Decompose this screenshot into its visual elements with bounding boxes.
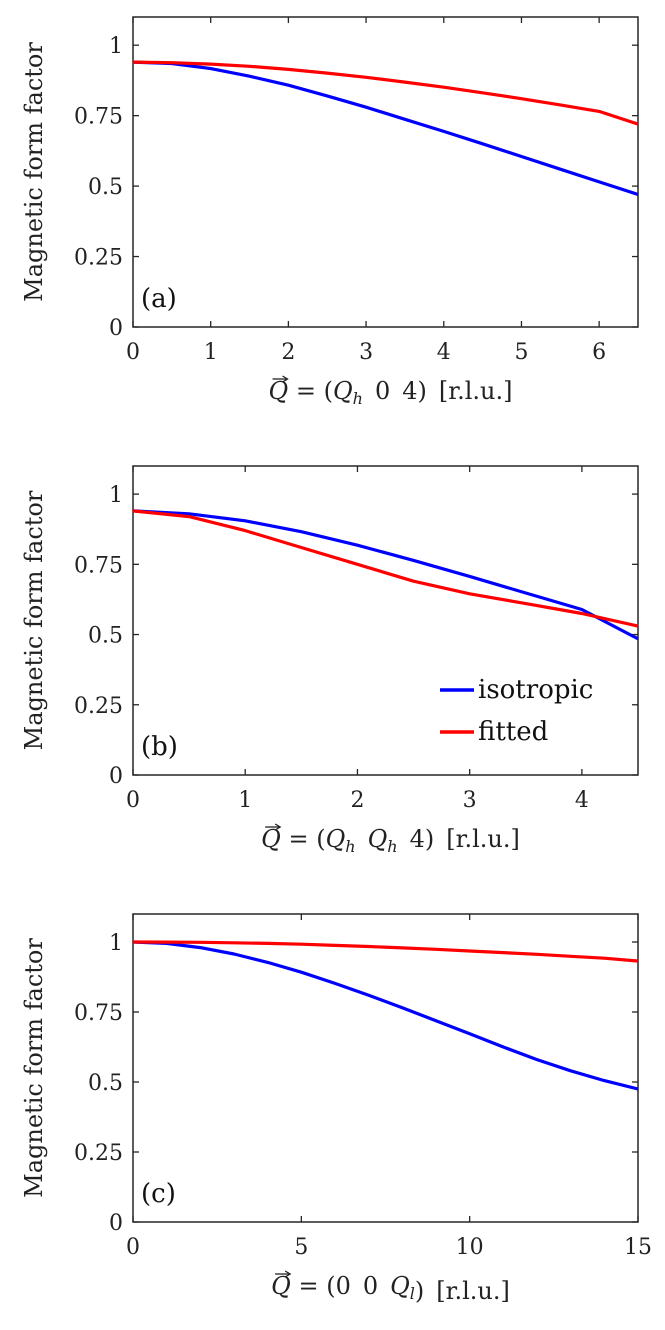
y-tick-label: 0 (109, 1211, 123, 1236)
panel-label: (b) (141, 732, 178, 762)
y-axis-label: Magnetic form factor (20, 490, 48, 750)
x-tick-label: 4 (437, 340, 451, 365)
x-tick-label: 6 (592, 340, 606, 365)
x-tick-label: 2 (350, 788, 364, 813)
y-tick-label: 0.25 (74, 246, 123, 271)
y-tick-label: 0.75 (74, 553, 123, 578)
x-tick-label: 0 (126, 1235, 140, 1260)
panel-label: (a) (141, 284, 177, 314)
x-axis-label: Q = (0 0 Ql) [r.l.u.] (271, 1272, 510, 1305)
y-tick-label: 0.5 (88, 175, 123, 200)
y-tick-label: 1 (109, 34, 123, 59)
series-line-isotropic (132, 60, 639, 197)
y-tick-label: 0.25 (74, 1141, 123, 1166)
x-tick-label: 0 (126, 788, 140, 813)
x-axis-label: Q = (Qh Qh 4) [r.l.u.] (261, 825, 520, 856)
x-tick-label: 2 (281, 340, 295, 365)
panel-b: 0 0.25 0.5 0.75 1 0 1 2 3 4 (b) Magnetic form facto… (20, 465, 639, 856)
x-tick-label: 4 (575, 788, 589, 813)
x-tick-label: 15 (624, 1235, 652, 1260)
plot-frame (132, 465, 639, 776)
vector-arrowhead-icon (284, 1270, 292, 1278)
x-tick-label: 10 (456, 1235, 484, 1260)
x-tick-label: 1 (238, 788, 252, 813)
y-axis-label: Magnetic form factor (20, 42, 48, 302)
series-line-fitted (132, 60, 639, 126)
x-tick-label: 5 (514, 340, 528, 365)
series-line-isotropic (132, 940, 639, 1091)
y-axis-label: Magnetic form factor (20, 938, 48, 1198)
y-tick-label: 0.25 (74, 694, 123, 719)
x-tick-label: 3 (359, 340, 373, 365)
y-tick-label: 0 (109, 316, 123, 341)
legend: isotropic fitted (440, 675, 593, 747)
x-tick-label: 5 (294, 1235, 308, 1260)
vector-arrowhead-icon (282, 375, 289, 383)
vector-arrowhead-icon (274, 823, 282, 831)
legend-label-isotropic: isotropic (478, 675, 593, 705)
y-tick-label: 0.5 (88, 624, 123, 649)
x-axis-label: Q = (Qh 0 4) [r.l.u.] (269, 377, 513, 408)
y-tick-label: 1 (109, 483, 123, 508)
series-line-fitted (132, 940, 639, 963)
x-tick-label: 3 (463, 788, 477, 813)
y-tick-label: 0.5 (88, 1071, 123, 1096)
panel-a: 0 0.25 0.5 0.75 1 0 1 2 3 4 5 6 (a) Magnetic form fac… (20, 16, 639, 408)
x-tick-label: 1 (204, 340, 218, 365)
series-line-isotropic (132, 509, 639, 641)
plot-frame (132, 16, 639, 328)
legend-label-fitted: fitted (478, 717, 548, 747)
y-tick-label: 0 (109, 764, 123, 789)
plot-frame (132, 913, 639, 1223)
y-tick-label: 0.75 (74, 1001, 123, 1026)
series-line-fitted (132, 509, 639, 628)
y-tick-label: 1 (109, 931, 123, 956)
x-tick-label: 0 (126, 340, 140, 365)
panel-label: (c) (141, 1179, 176, 1209)
y-tick-label: 0.75 (74, 105, 123, 130)
